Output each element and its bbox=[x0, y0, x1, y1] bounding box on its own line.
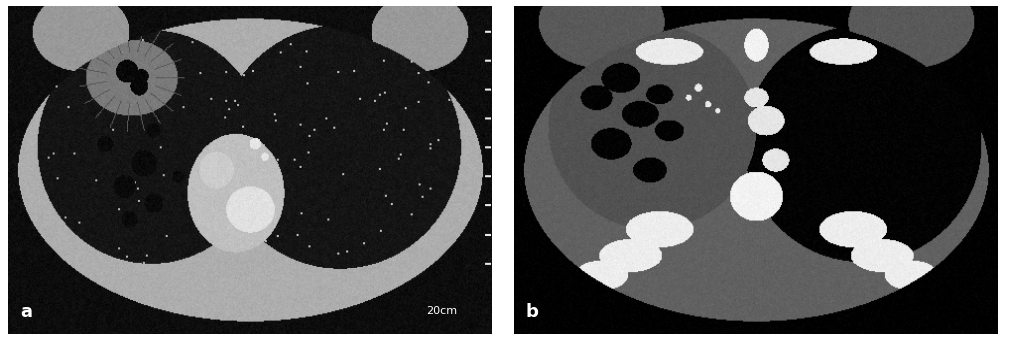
Text: b: b bbox=[526, 303, 539, 321]
Text: 20cm: 20cm bbox=[427, 306, 458, 316]
Text: a: a bbox=[20, 303, 32, 321]
